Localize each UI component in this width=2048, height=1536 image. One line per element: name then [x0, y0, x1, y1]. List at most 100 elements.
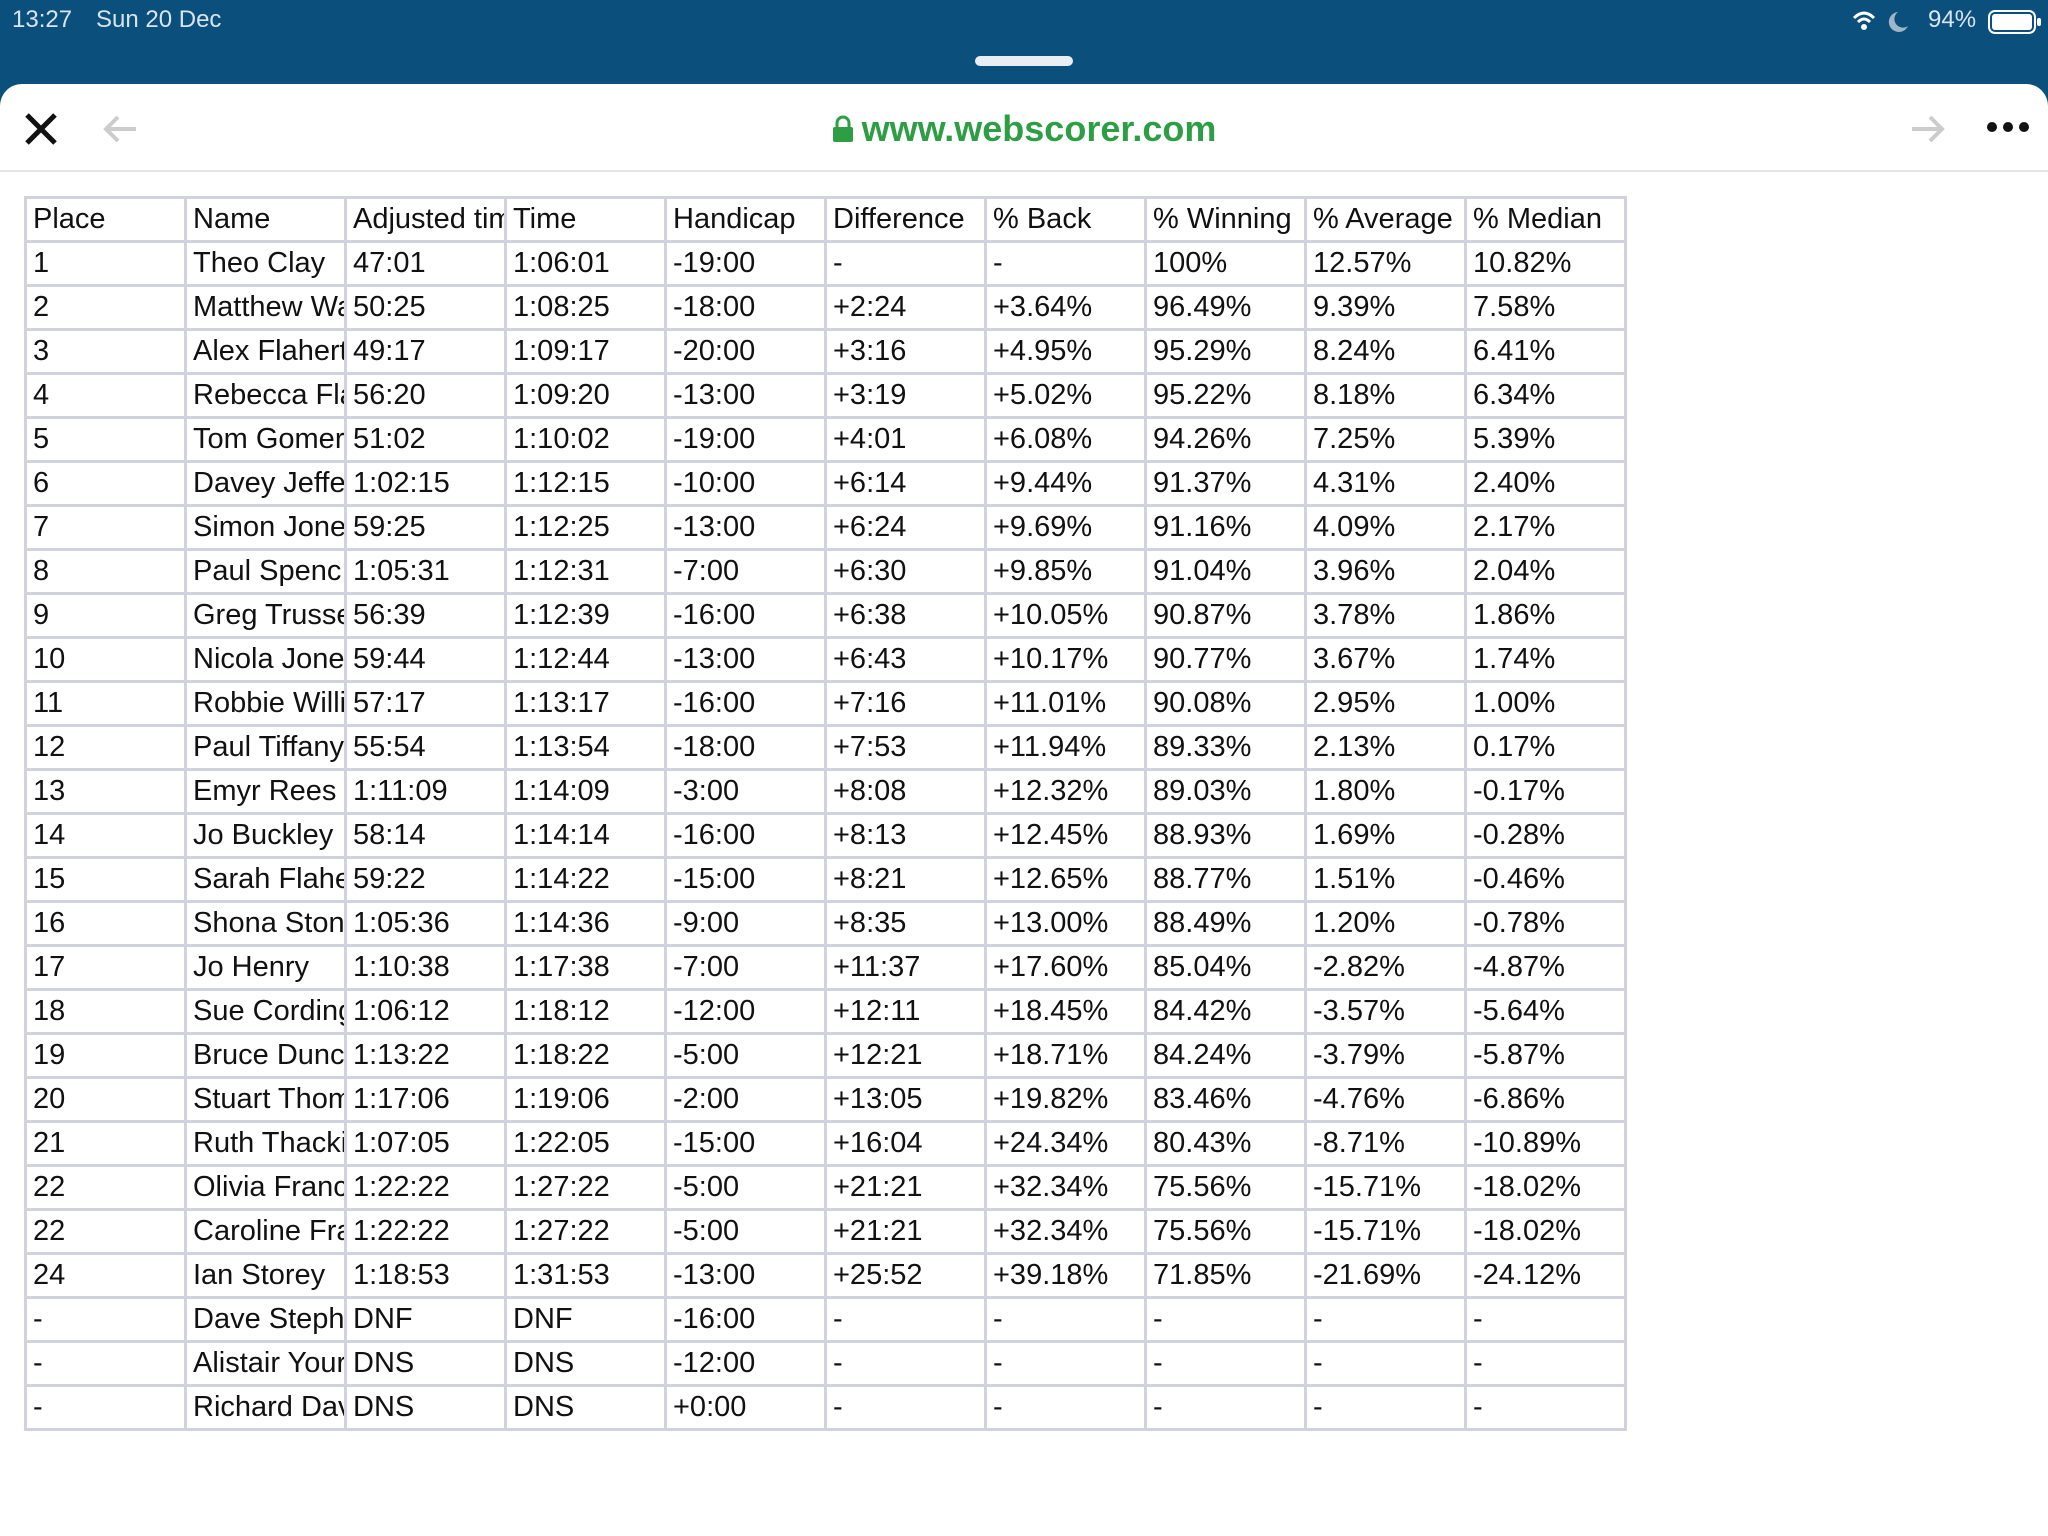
- cell: 1:08:25: [504, 284, 667, 331]
- cell: +8:13: [824, 812, 987, 859]
- cell: +18.71%: [984, 1032, 1147, 1079]
- cell: 1:11:09: [344, 768, 507, 815]
- forward-button[interactable]: [1910, 114, 1946, 144]
- cell: DNS: [504, 1384, 667, 1431]
- cell: 75.56%: [1144, 1208, 1307, 1255]
- cell: -7:00: [664, 548, 827, 595]
- cell: 59:22: [344, 856, 507, 903]
- cell: 1:12:15: [504, 460, 667, 507]
- cell: Ian Storey: [184, 1252, 347, 1299]
- toolbar: www.webscorer.com: [0, 84, 2048, 172]
- cell: 50:25: [344, 284, 507, 331]
- cell: Robbie Willi: [184, 680, 347, 727]
- more-button[interactable]: [1986, 120, 2030, 134]
- cell: Simon Jone: [184, 504, 347, 551]
- cell: 1:12:31: [504, 548, 667, 595]
- cell: -16:00: [664, 680, 827, 727]
- back-button[interactable]: [102, 114, 138, 144]
- cell: 8.18%: [1304, 372, 1467, 419]
- cell: Place: [24, 196, 187, 243]
- cell: -: [984, 1296, 1147, 1343]
- url-text: www.webscorer.com: [861, 108, 1217, 149]
- result-row: 13 Emyr Rees 1:11:09 1:14:09 -3:00 +8:08 +12.3…: [24, 768, 1627, 815]
- cell: 100%: [1144, 240, 1307, 287]
- cell: +6:24: [824, 504, 987, 551]
- result-row: 4 Rebecca Fla 56:20 1:09:20 -13:00 +3:19 +5.02…: [24, 372, 1627, 419]
- cell: 16: [24, 900, 187, 947]
- cell: +12.32%: [984, 768, 1147, 815]
- cell: 80.43%: [1144, 1120, 1307, 1167]
- cell: +13.00%: [984, 900, 1147, 947]
- cell: +9.69%: [984, 504, 1147, 551]
- cell: 1.00%: [1464, 680, 1627, 727]
- cell: Sarah Flahe: [184, 856, 347, 903]
- result-row: 6 Davey Jeffe 1:02:15 1:12:15 -10:00 +6:14 +9.…: [24, 460, 1627, 507]
- cell: Shona Ston: [184, 900, 347, 947]
- cell: -19:00: [664, 240, 827, 287]
- result-row: 7 Simon Jone 59:25 1:12:25 -13:00 +6:24 +9.69%…: [24, 504, 1627, 551]
- cell: 1:09:17: [504, 328, 667, 375]
- cell: 1:18:12: [504, 988, 667, 1035]
- grabber[interactable]: [975, 56, 1073, 66]
- url[interactable]: www.webscorer.com: [0, 108, 2048, 150]
- result-row: 5 Tom Gomer 51:02 1:10:02 -19:00 +4:01 +6.08% 9…: [24, 416, 1627, 463]
- cell: 8.24%: [1304, 328, 1467, 375]
- cell: 58:14: [344, 812, 507, 859]
- cell: 5.39%: [1464, 416, 1627, 463]
- cell: 95.29%: [1144, 328, 1307, 375]
- cell: -5:00: [664, 1164, 827, 1211]
- cell: 84.24%: [1144, 1032, 1307, 1079]
- cell: Alistair Your: [184, 1340, 347, 1387]
- cell: 18: [24, 988, 187, 1035]
- cell: +4.95%: [984, 328, 1147, 375]
- cell: +8:35: [824, 900, 987, 947]
- cell: Matthew Wa: [184, 284, 347, 331]
- cell: 1:06:12: [344, 988, 507, 1035]
- cell: 55:54: [344, 724, 507, 771]
- cell: Emyr Rees: [184, 768, 347, 815]
- cell: +18.45%: [984, 988, 1147, 1035]
- cell: Adjusted tim: [344, 196, 507, 243]
- cell: -: [824, 1340, 987, 1387]
- cell: 1:14:14: [504, 812, 667, 859]
- cell: 1:22:22: [344, 1164, 507, 1211]
- cell: Caroline Fra: [184, 1208, 347, 1255]
- cell: 22: [24, 1164, 187, 1211]
- cell: +2:24: [824, 284, 987, 331]
- cell: DNS: [344, 1384, 507, 1431]
- cell: 94.26%: [1144, 416, 1307, 463]
- cell: 1:17:38: [504, 944, 667, 991]
- cell: Dave Steph: [184, 1296, 347, 1343]
- result-row: 14 Jo Buckley 58:14 1:14:14 -16:00 +8:13 +12.4…: [24, 812, 1627, 859]
- cell: Alex Flahert: [184, 328, 347, 375]
- cell: +3:16: [824, 328, 987, 375]
- result-row: - Alistair Your DNS DNS -12:00- - - - -: [24, 1340, 1627, 1387]
- cell: 1.74%: [1464, 636, 1627, 683]
- cell: Paul Spenc: [184, 548, 347, 595]
- cell: -20:00: [664, 328, 827, 375]
- cell: Name: [184, 196, 347, 243]
- cell: 1.86%: [1464, 592, 1627, 639]
- close-button[interactable]: [24, 112, 58, 146]
- cell: +13:05: [824, 1076, 987, 1123]
- cell: +6.08%: [984, 416, 1147, 463]
- cell: 88.93%: [1144, 812, 1307, 859]
- cell: -: [24, 1340, 187, 1387]
- cell: 2.13%: [1304, 724, 1467, 771]
- cell: 89.03%: [1144, 768, 1307, 815]
- cell: 3: [24, 328, 187, 375]
- cell: +21:21: [824, 1164, 987, 1211]
- cell: -: [984, 1340, 1147, 1387]
- cell: 57:17: [344, 680, 507, 727]
- cell: -: [1144, 1384, 1307, 1431]
- cell: 1:18:22: [504, 1032, 667, 1079]
- cell: Greg Trusse: [184, 592, 347, 639]
- cell: 6: [24, 460, 187, 507]
- cell: 2.40%: [1464, 460, 1627, 507]
- cell: Stuart Thom: [184, 1076, 347, 1123]
- clock: 13:27: [12, 6, 73, 33]
- browser-sheet: www.webscorer.com Place Name Adjusted tim T…: [0, 84, 2048, 1536]
- cell: 2.04%: [1464, 548, 1627, 595]
- cell: % Average: [1304, 196, 1467, 243]
